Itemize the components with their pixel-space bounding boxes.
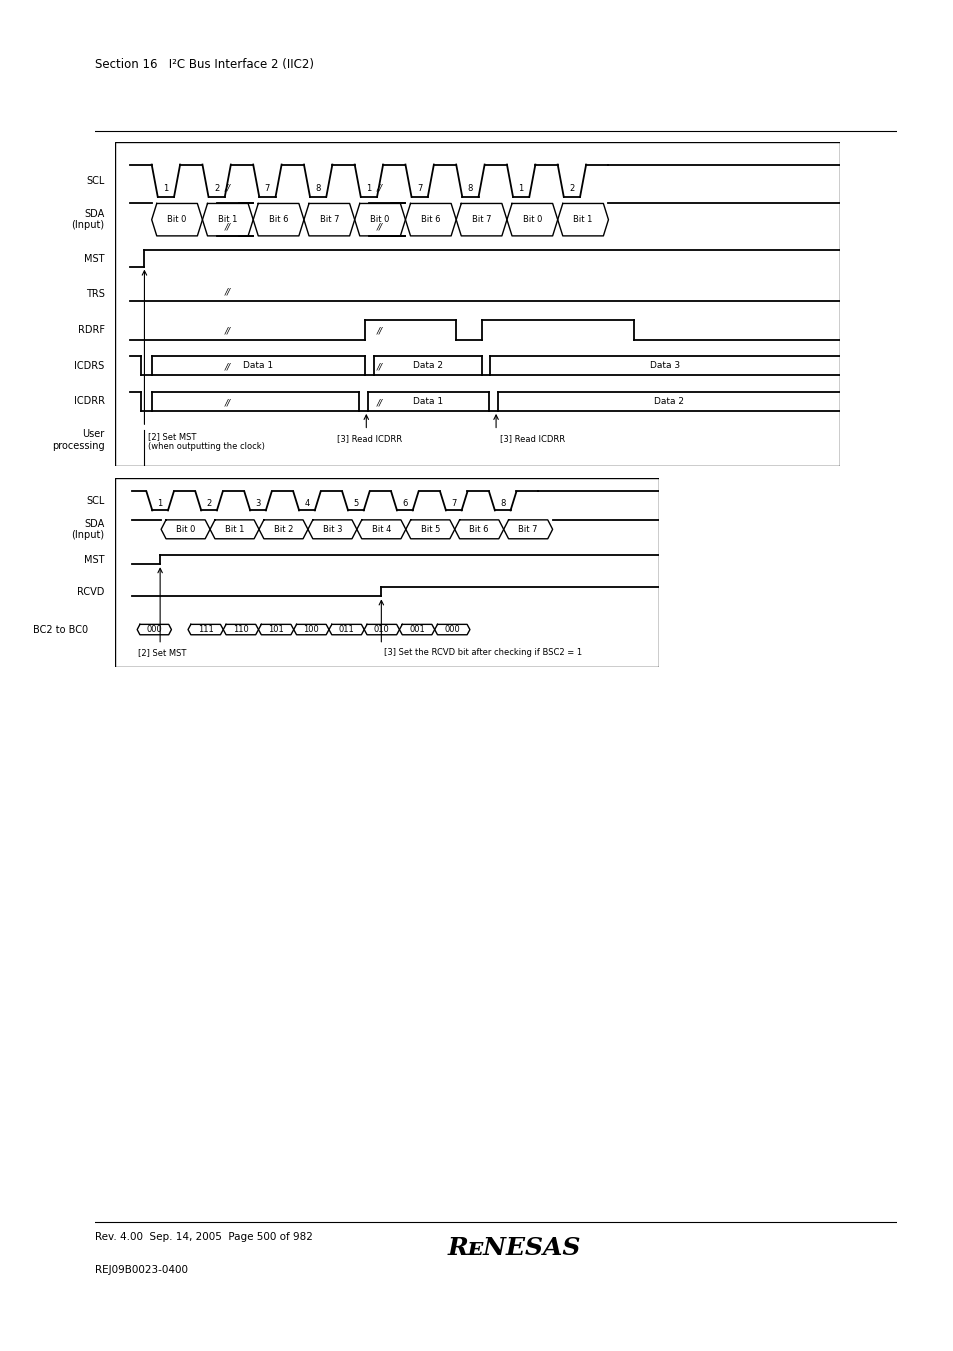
Text: Rev. 4.00  Sep. 14, 2005  Page 500 of 982: Rev. 4.00 Sep. 14, 2005 Page 500 of 982: [95, 1232, 313, 1242]
Text: //: //: [376, 399, 383, 407]
Text: 111: 111: [197, 626, 213, 634]
Text: SDA
(Input): SDA (Input): [71, 519, 105, 540]
Text: 000: 000: [444, 626, 459, 634]
Text: //: //: [376, 327, 383, 336]
Text: //: //: [225, 222, 231, 231]
Text: REJ09B0023-0400: REJ09B0023-0400: [95, 1265, 188, 1274]
Text: 1: 1: [366, 184, 371, 193]
Text: 100: 100: [303, 626, 319, 634]
Text: Bit 7: Bit 7: [319, 215, 338, 224]
Text: 1: 1: [518, 184, 523, 193]
Text: 101: 101: [268, 626, 284, 634]
Text: Data 1: Data 1: [243, 361, 274, 370]
Text: [3] Set the RCVD bit after checking if BSC2 = 1: [3] Set the RCVD bit after checking if B…: [384, 648, 581, 658]
Text: Bit 4: Bit 4: [372, 524, 391, 534]
Text: 7: 7: [416, 184, 422, 193]
Text: Bit 7: Bit 7: [472, 215, 491, 224]
Text: 8: 8: [315, 184, 320, 193]
Text: Bit 0: Bit 0: [370, 215, 390, 224]
Text: ICDRS: ICDRS: [74, 361, 105, 370]
Text: //: //: [225, 288, 231, 297]
Text: MST: MST: [84, 254, 105, 263]
Text: RDRF: RDRF: [77, 324, 105, 335]
Text: Data 2: Data 2: [654, 397, 683, 405]
Text: Bit 2: Bit 2: [274, 524, 293, 534]
Text: 110: 110: [233, 626, 249, 634]
Text: 4: 4: [304, 499, 310, 508]
Text: TRS: TRS: [86, 289, 105, 300]
Text: [2] Set MST: [2] Set MST: [138, 648, 187, 658]
Text: Bit 3: Bit 3: [322, 524, 342, 534]
Text: Bit 0: Bit 0: [167, 215, 187, 224]
Text: 1: 1: [157, 499, 163, 508]
Text: 011: 011: [338, 626, 355, 634]
Text: SCL: SCL: [86, 176, 105, 186]
Text: Data 1: Data 1: [413, 397, 443, 405]
Text: ICDRR: ICDRR: [73, 396, 105, 407]
Text: Bit 1: Bit 1: [573, 215, 592, 224]
Text: Bit 1: Bit 1: [225, 524, 244, 534]
Text: BC2 to BC0: BC2 to BC0: [33, 624, 88, 635]
Text: Bit 6: Bit 6: [269, 215, 288, 224]
Text: [3] Read ICDRR: [3] Read ICDRR: [499, 434, 564, 443]
Text: Bit 6: Bit 6: [469, 524, 489, 534]
Text: //: //: [376, 184, 383, 192]
Text: //: //: [225, 184, 231, 192]
Text: 000: 000: [147, 626, 162, 634]
Text: 3: 3: [255, 499, 260, 508]
Text: //: //: [376, 362, 383, 372]
Text: 8: 8: [499, 499, 505, 508]
Text: //: //: [225, 327, 231, 336]
Text: Bit 0: Bit 0: [175, 524, 195, 534]
Text: //: //: [225, 399, 231, 407]
Text: Bit 5: Bit 5: [420, 524, 439, 534]
Text: SCL: SCL: [86, 496, 105, 507]
Text: SDA
(Input): SDA (Input): [71, 209, 105, 231]
Text: 6: 6: [402, 499, 407, 508]
Text: 1: 1: [163, 184, 169, 193]
Text: Bit 7: Bit 7: [517, 524, 537, 534]
Text: //: //: [225, 362, 231, 372]
Text: 001: 001: [409, 626, 424, 634]
Text: 8: 8: [467, 184, 473, 193]
Text: 010: 010: [374, 626, 389, 634]
Text: Bit 0: Bit 0: [522, 215, 541, 224]
Text: Bit 6: Bit 6: [420, 215, 440, 224]
Text: [3] Read ICDRR: [3] Read ICDRR: [337, 434, 402, 443]
Text: MST: MST: [84, 554, 105, 565]
Text: [2] Set MST
(when outputting the clock): [2] Set MST (when outputting the clock): [148, 432, 265, 451]
Text: Data 2: Data 2: [412, 361, 442, 370]
Text: 7: 7: [264, 184, 270, 193]
Text: 2: 2: [213, 184, 219, 193]
Text: 7: 7: [451, 499, 456, 508]
Text: RᴇNESAS: RᴇNESAS: [448, 1236, 580, 1260]
Text: 2: 2: [206, 499, 212, 508]
Text: Data 3: Data 3: [650, 361, 679, 370]
Text: 2: 2: [569, 184, 574, 193]
Text: Section 16   I²C Bus Interface 2 (IIC2): Section 16 I²C Bus Interface 2 (IIC2): [95, 58, 314, 72]
Text: User
processing: User processing: [51, 430, 105, 451]
Text: //: //: [376, 222, 383, 231]
Text: RCVD: RCVD: [77, 586, 105, 597]
Text: 5: 5: [353, 499, 358, 508]
Text: Bit 1: Bit 1: [218, 215, 237, 224]
